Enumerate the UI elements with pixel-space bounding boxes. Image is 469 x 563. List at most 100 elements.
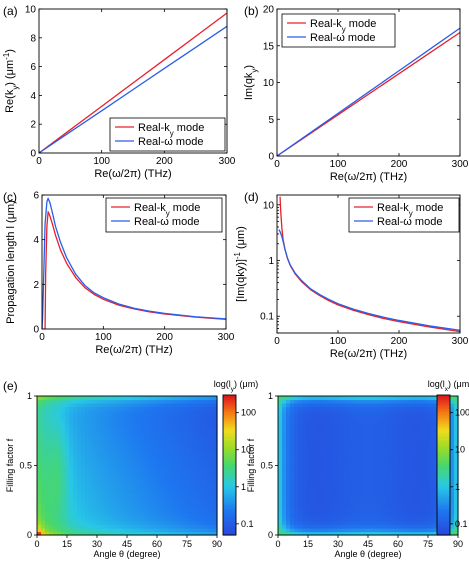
heatmap-cell: [282, 500, 287, 505]
heatmap-cell: [374, 434, 379, 439]
heatmap-cell: [129, 413, 134, 418]
heatmap-cell: [450, 500, 455, 505]
x-tick-label: 45: [122, 539, 132, 549]
heatmap-cell: [209, 416, 214, 421]
heatmap-cell: [181, 409, 186, 414]
heatmap-cell: [77, 496, 82, 501]
heatmap-cell: [390, 493, 395, 498]
heatmap-cell: [85, 402, 90, 408]
heatmap-cell: [201, 514, 206, 519]
heatmap-cell: [330, 462, 335, 467]
heatmap-cell: [81, 423, 86, 428]
heatmap-cell: [189, 517, 194, 522]
heatmap-cell: [346, 451, 351, 456]
heatmap-cell: [117, 399, 122, 404]
heatmap-cell: [322, 416, 327, 421]
heatmap-cell: [213, 479, 218, 484]
heatmap-cell: [350, 472, 355, 477]
heatmap-cell: [394, 455, 399, 460]
heatmap-cell: [145, 455, 150, 460]
legend-entry: Real-ω mode: [310, 32, 375, 44]
heatmap-cell: [410, 399, 415, 404]
heatmap-cell: [125, 493, 130, 498]
heatmap-cell: [53, 500, 58, 505]
heatmap-cell: [205, 500, 210, 505]
heatmap-cell: [306, 521, 311, 526]
heatmap-cell: [318, 500, 323, 505]
heatmap-cell: [406, 451, 411, 456]
heatmap-cell: [61, 427, 66, 432]
x-axis-label: Re(ω/2π) (THz): [94, 168, 171, 180]
heatmap-cell: [386, 482, 391, 487]
heatmap-cell: [406, 416, 411, 421]
heatmap-cell: [61, 503, 66, 508]
heatmap-cell: [81, 458, 86, 463]
heatmap-cell: [290, 486, 295, 491]
heatmap-cell: [161, 465, 166, 470]
heatmap-cell: [77, 524, 82, 529]
heatmap-cell: [69, 510, 74, 515]
heatmap-cell: [290, 448, 295, 453]
heatmap-cell: [310, 531, 315, 536]
heatmap-cell: [45, 427, 50, 432]
heatmap-cell: [306, 510, 311, 515]
heatmap-cell: [165, 458, 170, 463]
heatmap-cell: [133, 416, 138, 421]
heatmap-cell: [418, 413, 423, 418]
heatmap-cell: [398, 531, 403, 536]
heatmap-cell: [330, 423, 335, 428]
heatmap-cell: [149, 493, 154, 498]
heatmap-cell: [434, 524, 439, 529]
heatmap-cell: [53, 396, 58, 401]
heatmap-cell: [149, 458, 154, 463]
heatmap-cell: [57, 420, 62, 425]
heatmap-cell: [45, 437, 50, 442]
heatmap-cell: [65, 465, 70, 470]
heatmap-cell: [45, 406, 50, 411]
heatmap-cell: [45, 409, 50, 414]
heatmap-cell: [37, 475, 42, 481]
heatmap-cell: [165, 399, 170, 404]
heatmap-cell: [193, 437, 198, 442]
heatmap-cell: [141, 441, 146, 446]
colorbar-band: [437, 495, 450, 499]
heatmap-cell: [165, 437, 170, 442]
heatmap-cell: [205, 531, 210, 536]
heatmap-cell: [121, 489, 126, 494]
heatmap-cell: [414, 441, 419, 446]
heatmap-cell: [137, 455, 142, 460]
heatmap-cell: [129, 468, 134, 474]
heatmap-cell: [286, 472, 291, 477]
heatmap-cell: [310, 528, 315, 533]
heatmap-cell: [362, 462, 367, 467]
heatmap-cell: [322, 409, 327, 414]
heatmap-cell: [370, 406, 375, 411]
colorbar-band: [437, 518, 450, 522]
heatmap-cell: [386, 462, 391, 467]
colorbar-band: [437, 472, 450, 475]
heatmap-cell: [201, 416, 206, 421]
heatmap-cell: [314, 441, 319, 446]
heatmap-cell: [157, 409, 162, 414]
heatmap-cell: [338, 455, 343, 460]
heatmap-cell: [173, 444, 178, 449]
heatmap-cell: [41, 507, 46, 512]
heatmap-cell: [338, 503, 343, 508]
heatmap-cell: [314, 423, 319, 428]
heatmap-cell: [374, 396, 379, 401]
heatmap-cell: [342, 437, 347, 442]
heatmap-cell: [370, 507, 375, 512]
heatmap-cell: [201, 427, 206, 432]
heatmap-cell: [145, 427, 150, 432]
heatmap-cell: [330, 406, 335, 411]
heatmap-cell: [41, 416, 46, 421]
heatmap-cell: [65, 472, 70, 477]
heatmap-cell: [386, 448, 391, 453]
heatmap-cell: [406, 444, 411, 449]
heatmap-cell: [173, 514, 178, 519]
colorbar-band: [223, 444, 236, 447]
heatmap-cell: [89, 455, 94, 460]
heatmap-cell: [294, 451, 299, 456]
heatmap-cell: [133, 430, 138, 435]
heatmap-cell: [109, 510, 114, 515]
